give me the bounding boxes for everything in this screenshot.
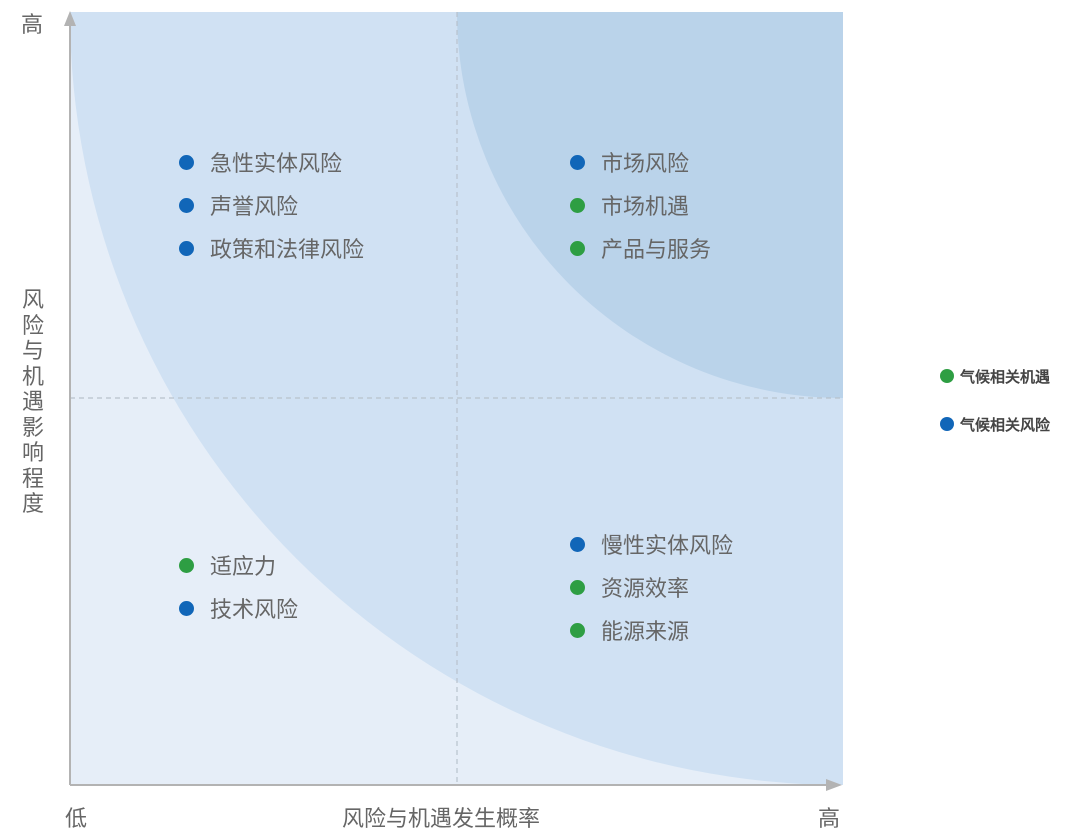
- item-label: 市场风险: [601, 152, 690, 177]
- y-axis-high-label: 高: [21, 13, 44, 38]
- item-label: 产品与服务: [601, 238, 712, 263]
- quadrant-item: 能源来源: [570, 617, 690, 645]
- risk-dot-icon: [179, 154, 194, 170]
- risk-dot-icon: [179, 600, 194, 616]
- item-label: 慢性实体风险: [601, 534, 734, 559]
- risk-dot-icon: [570, 536, 585, 552]
- item-label: 声誉风险: [210, 195, 299, 220]
- high-zone: [457, 12, 843, 398]
- opportunity-dot-icon: [570, 240, 585, 256]
- item-label: 资源效率: [601, 577, 690, 602]
- item-label: 适应力: [210, 555, 277, 580]
- quadrant-item: 技术风险: [179, 595, 299, 623]
- quadrant-item: 市场风险: [570, 149, 690, 177]
- opportunity-dot-icon: [570, 579, 585, 595]
- quadrant-item: 市场机遇: [570, 192, 690, 220]
- risk-dot-icon: [179, 197, 194, 213]
- y-axis-arrow: [64, 11, 76, 26]
- risk-dot-icon: [179, 240, 194, 256]
- item-label: 技术风险: [210, 598, 299, 623]
- quadrant-item: 政策和法律风险: [179, 235, 365, 263]
- legend-item-risk: 气候相关风险: [940, 414, 1050, 434]
- x-axis-title: 风险与机遇发生概率: [342, 807, 541, 832]
- x-axis-low-label: 低: [65, 807, 88, 832]
- opportunity-dot-icon: [179, 557, 194, 573]
- risk-dot-icon: [940, 417, 954, 431]
- risk-dot-icon: [570, 154, 585, 170]
- legend-item-opportunity: 气候相关机遇: [940, 366, 1050, 386]
- item-label: 能源来源: [601, 620, 690, 645]
- quadrant-item: 声誉风险: [179, 192, 299, 220]
- item-label: 政策和法律风险: [210, 238, 365, 263]
- quadrant-item: 产品与服务: [570, 235, 712, 263]
- x-axis-high-label: 高: [818, 807, 841, 832]
- opportunity-dot-icon: [570, 197, 585, 213]
- x-axis-arrow: [826, 779, 842, 791]
- item-label: 市场机遇: [601, 195, 690, 220]
- opportunity-dot-icon: [570, 622, 585, 638]
- legend-label: 气候相关机遇: [960, 367, 1051, 386]
- y-axis-title: 风险与机遇影响程度: [21, 288, 44, 517]
- legend-label: 气候相关风险: [960, 415, 1051, 434]
- quadrant-item: 适应力: [179, 552, 277, 580]
- quadrant-item: 慢性实体风险: [570, 531, 734, 559]
- opportunity-dot-icon: [940, 369, 954, 383]
- quadrant-item: 资源效率: [570, 574, 690, 602]
- item-label: 急性实体风险: [210, 152, 343, 177]
- quadrant-item: 急性实体风险: [179, 149, 343, 177]
